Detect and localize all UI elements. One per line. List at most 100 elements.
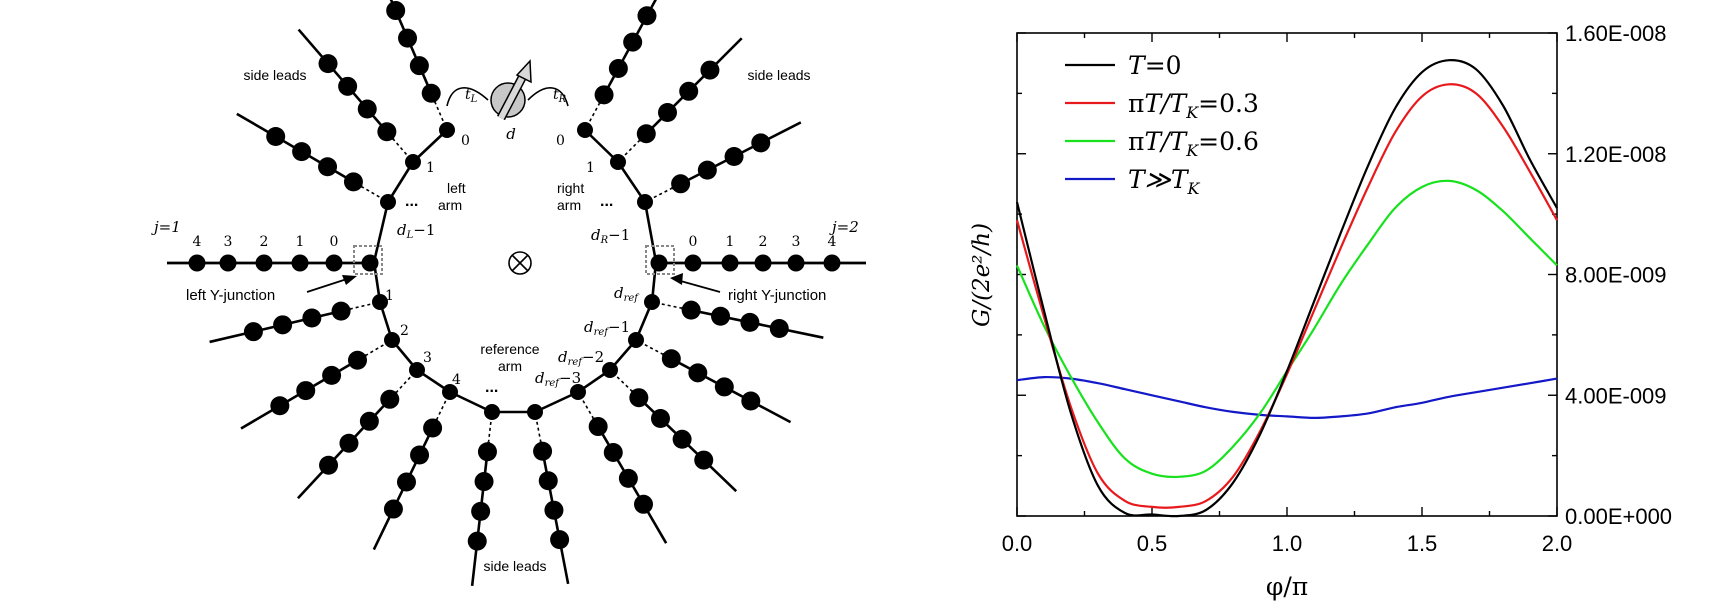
ring-site [628,332,644,348]
series-line [1015,59,1558,518]
side-lead-site [380,389,400,409]
ring-site [527,404,543,420]
left-y-junction-box [353,245,383,275]
series-line [1015,179,1558,479]
side-lead-site [243,322,263,342]
side-lead-site [623,32,643,52]
side-lead-site [588,417,608,437]
legend-entry: T=0 [1128,51,1182,80]
dref-minus-2-label: dref−2 [558,348,604,368]
side-lead-site [477,442,497,462]
x-tick-label: 1.0 [1272,531,1303,556]
side-lead-site [594,85,614,105]
series-line [1015,83,1558,509]
left-lead-indices: 4 3 2 1 0 [193,234,339,250]
left-arm-label-line1: left [447,180,466,196]
side-lead-site [657,103,677,123]
tR-coupling-line [527,87,569,107]
reference-arm-label-line2: arm [498,358,522,374]
side-lead-site [603,442,623,462]
lead2-site [787,254,805,272]
side-lead-site [671,174,691,194]
right-lead-indices: 0 1 2 3 4 [689,234,837,250]
side-lead-site [377,122,397,142]
lead1-index: 4 [193,234,202,250]
ring-site [442,384,458,400]
left-arm-ellipsis: ... [405,193,418,210]
lead1-site [188,254,206,272]
left-junction-arrowhead [342,275,357,285]
ring-site [372,294,388,310]
dR-minus-1-label: dR−1 [591,226,630,246]
side-lead-site [423,418,443,438]
side-lead-site [661,349,681,369]
legend-entry: πT/TK=0.6 [1128,127,1259,160]
side-lead-site [331,301,351,321]
side-lead-site [296,381,316,401]
legend-entry: T≫TK [1128,165,1201,198]
ring-site [484,404,500,420]
side-lead-site [741,391,761,411]
side-lead-site [319,455,339,475]
x-tick-label: 0.0 [1002,531,1033,556]
side-lead-site [697,160,717,180]
y-tick-label: 4.00E-009 [1565,383,1667,408]
right-arm-ellipsis: ... [600,193,613,210]
lead2-index: 3 [792,234,801,250]
series-lines [1015,59,1558,518]
side-lead-site [343,172,363,192]
dref-label: dref [614,284,640,304]
ring-site [380,194,396,210]
side-lead-site [634,494,654,514]
dL-minus-1-label: dL−1 [397,221,435,241]
side-lead-site [711,306,731,326]
side-lead-site [700,60,720,80]
x-tick-label: 2.0 [1542,531,1573,556]
flux-otimes-icon [508,251,532,275]
ref-site-1: 1 [385,288,394,304]
lead2-site [684,254,702,272]
ring-site [637,194,653,210]
side-leads-label-bottom: side leads [483,558,546,574]
lead2-index: 0 [689,234,698,250]
dref-minus-1-label: dref−1 [584,318,630,338]
axis-ticks [1016,32,1558,517]
side-lead-site [636,124,656,144]
series-line [1016,375,1558,420]
spin-arrow-icon [497,59,532,121]
lead2-site [754,254,772,272]
side-lead-site [533,441,553,461]
side-lead-site [266,126,286,146]
side-leads-label-top-right: side leads [747,67,810,83]
right-arm-label-line1: right [557,180,584,196]
lead1-site [219,254,237,272]
side-lead-site [714,377,734,397]
left-arm-label-line2: arm [438,197,462,213]
ref-site-3: 3 [423,350,432,366]
side-lead-site [339,433,359,453]
side-lead-site [409,56,429,76]
right-junction-arrow [676,279,721,293]
side-lead-site [421,83,441,103]
legend: T=0 πT/TK=0.3 πT/TK=0.6 T≫TK [1065,51,1259,198]
plot-frame [1016,32,1558,517]
right-arm-site-1: 1 [586,160,595,176]
ring-site [610,154,626,170]
side-lead-site [769,319,789,339]
y-tick-label: 1.60E-008 [1565,21,1667,46]
side-lead-site [410,445,430,465]
y-tick-label: 1.20E-008 [1565,142,1667,167]
lead1-site [291,254,309,272]
ring-site [384,332,400,348]
right-y-junction-box [645,245,675,275]
side-lead-site [681,300,701,320]
side-lead-site [357,99,377,119]
lead2-index: 2 [759,234,768,250]
left-arm-site-0: 0 [461,133,470,149]
right-arm-label-line2: arm [557,197,581,213]
side-leads [209,0,824,587]
side-lead-site [359,411,379,431]
side-lead-site [396,472,416,492]
left-y-junction-label: left Y-junction [186,287,275,304]
x-tick-label: 1.5 [1407,531,1438,556]
